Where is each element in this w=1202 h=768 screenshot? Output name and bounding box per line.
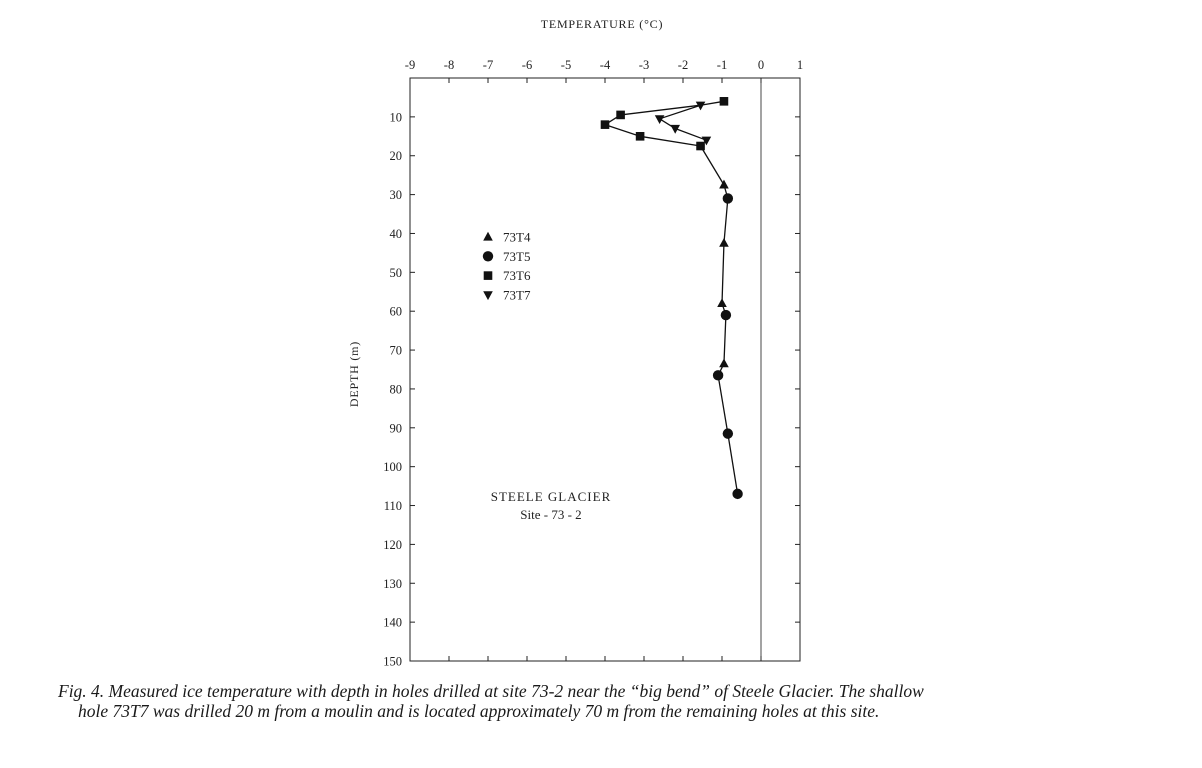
data-point-73t7: [701, 136, 712, 146]
y-tick-label: 150: [383, 655, 402, 669]
x-tick-label: -3: [639, 58, 649, 72]
y-tick-label: 30: [390, 188, 403, 202]
y-axis-ticks: 10 20 30 40 50 60 70 80 90 100 110 120 130 140 150: [383, 110, 800, 669]
y-tick-label: 100: [383, 460, 402, 474]
data-point-73t5: [722, 428, 734, 439]
x-tick-label: -9: [405, 58, 415, 72]
x-axis-title: TEMPERATURE (°C): [541, 17, 664, 31]
y-tick-label: 90: [390, 421, 403, 435]
data-point-73t7: [695, 101, 706, 111]
legend-label-73t4: 73T4: [503, 230, 531, 245]
legend: 73T4 73T5 73T6 73T7: [482, 230, 531, 302]
legend-label-73t7: 73T7: [503, 287, 531, 302]
y-tick-label: 70: [390, 344, 403, 358]
series-line-main-profile: [604, 100, 739, 494]
legend-marker-73t5: [482, 251, 494, 262]
data-point-73t6: [696, 141, 705, 151]
data-point-73t4: [719, 179, 729, 189]
y-axis-title: DEPTH (m): [347, 341, 361, 407]
y-tick-label: 120: [383, 538, 402, 552]
y-tick-label: 60: [390, 305, 403, 319]
profile-lines: [604, 100, 739, 494]
x-tick-label: -8: [444, 58, 454, 72]
legend-marker-73t4: [483, 231, 493, 241]
x-tick-label: -6: [522, 58, 532, 72]
data-point-73t5: [732, 488, 743, 500]
x-tick-label: -7: [483, 58, 493, 72]
legend-marker-73t7: [483, 291, 493, 301]
data-point-73t5: [722, 193, 734, 204]
x-tick-label: -1: [717, 58, 727, 72]
chart-figure: TEMPERATURE (°C) DEPTH (m) -9 -8 -7 -6 -5 -4-…: [347, 17, 803, 669]
x-axis-ticks: -9 -8 -7 -6 -5 -4 -3 -2 -1 0 1: [405, 58, 803, 661]
data-point-73t7: [670, 124, 680, 134]
y-tick-label: 110: [384, 499, 402, 513]
y-tick-label: 10: [390, 110, 403, 124]
x-tick-label: 0: [758, 58, 764, 72]
figure-caption: Fig. 4. Measured ice temperature with de…: [58, 681, 1158, 721]
data-point-73t5: [712, 370, 724, 381]
legend-label-73t5: 73T5: [503, 249, 530, 264]
caption-line-1: Fig. 4. Measured ice temperature with de…: [58, 681, 924, 701]
data-point-73t6: [719, 97, 729, 106]
plot-frame: [409, 77, 801, 662]
legend-marker-73t6: [483, 271, 493, 280]
annotation-glacier-name: STEELE GLACIER: [491, 489, 612, 504]
data-point-73t6: [600, 120, 610, 129]
data-point-73t4: [719, 237, 729, 247]
series-line-73t7: [658, 104, 708, 147]
annotation-site-label: Site - 73 - 2: [520, 507, 581, 522]
y-tick-label: 50: [390, 266, 403, 280]
y-tick-label: 130: [383, 577, 402, 591]
y-tick-label: 80: [390, 382, 403, 396]
data-point-73t4: [719, 358, 729, 368]
y-tick-label: 140: [383, 616, 402, 630]
data-markers: [600, 97, 743, 500]
data-point-73t4: [717, 298, 727, 308]
x-tick-label: -2: [678, 58, 688, 72]
data-point-73t5: [720, 309, 732, 321]
y-tick-label: 40: [390, 227, 403, 241]
y-tick-label: 20: [390, 149, 403, 163]
x-tick-label: 1: [797, 58, 803, 72]
caption-line-2: hole 73T7 was drilled 20 m from a moulin…: [78, 701, 880, 721]
x-tick-label: -4: [600, 58, 611, 72]
data-point-73t7: [654, 115, 665, 125]
x-tick-label: -5: [561, 58, 571, 72]
legend-label-73t6: 73T6: [503, 268, 531, 283]
data-point-73t6: [616, 110, 625, 120]
data-point-73t6: [635, 132, 645, 141]
